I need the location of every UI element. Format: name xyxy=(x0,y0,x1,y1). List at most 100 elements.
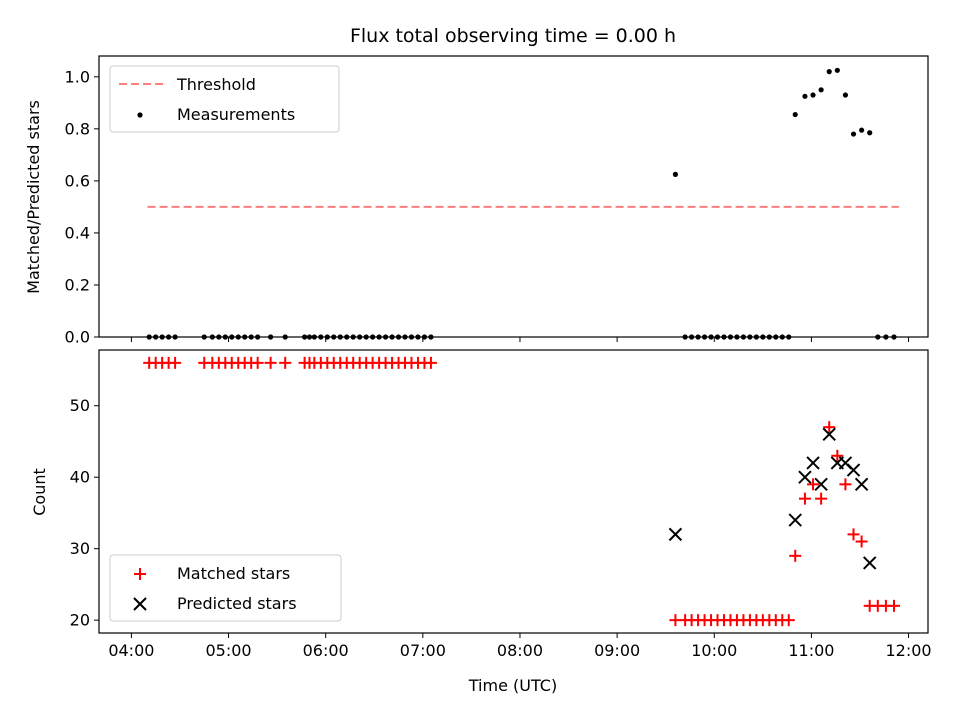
chart-title: Flux total observing time = 0.00 h xyxy=(350,25,676,47)
matched-star-point xyxy=(424,356,437,369)
measurement-point xyxy=(850,131,857,137)
legend-matched-swatch xyxy=(134,568,146,580)
measurement-point xyxy=(389,334,395,340)
measurement-point xyxy=(395,334,402,340)
matched-star-point xyxy=(887,599,900,612)
measurement-point xyxy=(331,334,337,340)
bottom-y-ticks: 20 30 40 50 xyxy=(70,396,99,630)
top-y-ticks: 0.0 0.2 0.4 0.6 0.8 1.0 xyxy=(65,67,99,347)
measurement-point xyxy=(740,334,747,340)
measurement-point xyxy=(760,334,766,340)
measurement-point xyxy=(318,334,324,340)
matched-star-point xyxy=(839,478,852,491)
measurement-point xyxy=(172,334,178,340)
top-y-axis-label: Matched/Predicted stars xyxy=(24,100,43,294)
measurement-point xyxy=(802,93,808,99)
measurement-point xyxy=(350,334,356,340)
measurement-point xyxy=(415,334,421,340)
bottom-x-ticks: 04:00 05:00 06:00 07:00 08:00 09:00 10:00 11:00… xyxy=(108,633,932,660)
predicted-star-point xyxy=(854,477,869,492)
predicted-star-point xyxy=(863,556,877,570)
top-y-tick-label: 0.4 xyxy=(65,223,90,242)
measurement-point xyxy=(842,92,849,98)
matched-star-point xyxy=(807,478,820,491)
bottom-x-tick-label: 08:00 xyxy=(497,641,543,660)
bottom-y-axis-label: Count xyxy=(30,468,49,516)
bottom-y-tick-label: 40 xyxy=(70,468,90,487)
measurement-point xyxy=(222,334,228,340)
top-plot-marks xyxy=(146,67,899,340)
matched-star-point xyxy=(279,356,292,369)
matched-star-point xyxy=(798,492,811,505)
matched-star-point xyxy=(251,356,264,369)
matched-star-point xyxy=(847,528,860,541)
top-y-tick-label: 0.6 xyxy=(65,171,90,190)
predicted-star-point xyxy=(788,513,802,527)
measurement-point xyxy=(753,334,759,340)
predicted-star-point xyxy=(668,527,683,542)
measurement-point xyxy=(282,334,288,340)
top-legend: Threshold Measurements xyxy=(109,65,340,133)
measurement-point xyxy=(786,334,792,340)
top-y-tick-label: 1.0 xyxy=(65,67,90,86)
legend-matched-label: Matched stars xyxy=(177,564,290,583)
bottom-x-axis-label: Time (UTC) xyxy=(468,676,557,695)
measurement-point xyxy=(714,334,721,340)
legend-measurements-label: Measurements xyxy=(177,105,295,124)
measurement-point xyxy=(734,334,740,340)
top-x-ticks xyxy=(130,337,910,342)
measurement-point xyxy=(363,334,369,340)
measurement-point xyxy=(779,334,785,340)
legend-predicted-label: Predicted stars xyxy=(177,594,297,613)
measurement-point xyxy=(229,334,235,340)
measurement-point xyxy=(216,334,222,340)
top-y-tick-label: 0.0 xyxy=(65,328,90,347)
matched-star-point xyxy=(831,449,844,462)
measurement-point xyxy=(859,127,865,133)
bottom-legend-box xyxy=(109,554,342,622)
measurement-point xyxy=(826,69,832,75)
measurement-point xyxy=(721,334,727,340)
measurement-point xyxy=(268,334,274,340)
measurement-point xyxy=(344,334,350,340)
top-legend-box xyxy=(109,65,340,133)
measurement-point xyxy=(209,334,215,340)
bottom-y-tick-label: 20 xyxy=(70,611,90,630)
bottom-x-tick-label: 09:00 xyxy=(594,641,640,660)
measurement-point xyxy=(337,334,343,340)
measurement-point xyxy=(242,334,248,340)
measurement-point xyxy=(402,334,408,340)
measurement-point xyxy=(357,334,363,340)
measurement-point xyxy=(834,67,840,73)
measurement-point xyxy=(672,171,679,177)
bottom-y-tick-label: 50 xyxy=(70,396,90,415)
predicted-star-point xyxy=(806,456,820,470)
measurement-point xyxy=(747,334,753,340)
predicted-star-point xyxy=(822,427,836,442)
bottom-plot-frame xyxy=(98,349,929,634)
measurement-point xyxy=(766,334,772,340)
measurement-point xyxy=(689,334,695,340)
predicted-star-point xyxy=(814,477,828,492)
measurement-point xyxy=(867,130,873,136)
bottom-x-tick-label: 05:00 xyxy=(205,641,251,660)
legend-predicted-swatch xyxy=(133,597,147,611)
measurement-point xyxy=(682,334,688,340)
measurement-point xyxy=(773,334,779,340)
matched-star-point xyxy=(782,614,795,627)
measurement-point xyxy=(302,334,308,340)
matched-star-point xyxy=(264,356,277,369)
measurement-point xyxy=(376,334,382,340)
predicted-star-point xyxy=(846,463,861,477)
measurement-point xyxy=(166,334,172,340)
bottom-x-tick-label: 12:00 xyxy=(886,641,932,660)
top-panel: 0.0 0.2 0.4 0.6 0.8 1.0 Matched/Predicted sta… xyxy=(24,55,929,347)
measurement-point xyxy=(810,92,816,98)
measurement-point xyxy=(248,334,254,340)
measurement-point xyxy=(883,334,889,340)
matched-star-point xyxy=(855,535,868,548)
measurement-point xyxy=(235,334,241,340)
bottom-x-tick-label: 06:00 xyxy=(303,641,349,660)
predicted-star-point xyxy=(798,470,812,484)
measurement-point xyxy=(146,334,152,340)
